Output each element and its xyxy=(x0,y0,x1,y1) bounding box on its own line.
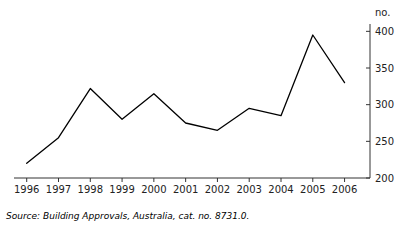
y-tick-label: 250 xyxy=(375,136,394,147)
x-tick-label: 2001 xyxy=(173,184,198,195)
x-tick-label: 1997 xyxy=(46,184,71,195)
y-tick xyxy=(366,178,370,179)
line xyxy=(27,35,345,163)
y-tick xyxy=(366,31,370,32)
annotations: Source: Building Approvals, Australia, c… xyxy=(6,211,249,221)
x-tick-label: 1996 xyxy=(14,184,39,195)
chart-container: 1996 1997 1998 1999 2000 2001 2002 2003 2004 2005… xyxy=(0,0,416,227)
x-tick-label: 2000 xyxy=(141,184,166,195)
y-tick xyxy=(366,141,370,142)
x-tick xyxy=(58,178,59,182)
x-tick xyxy=(122,178,123,182)
y-axis-line xyxy=(370,24,371,178)
y-tick xyxy=(366,68,370,69)
y-tick-label: 400 xyxy=(375,26,394,37)
x-tick xyxy=(185,178,186,182)
x-tick xyxy=(153,178,154,182)
x-tick-label: 2004 xyxy=(268,184,293,195)
chart-svg: 1996 1997 1998 1999 2000 2001 2002 2003 2004 2005… xyxy=(0,0,416,227)
page: {"chart_data": {"type": "line", "x": [19… xyxy=(0,0,416,227)
x-axis-line xyxy=(14,178,370,179)
x-tick xyxy=(344,178,345,182)
x-tick-label: 1998 xyxy=(78,184,103,195)
x-tick xyxy=(249,178,250,182)
x-ticks: 1996 1997 1998 1999 2000 2001 2002 2003 2004 2005… xyxy=(14,178,357,195)
x-tick-label: 1999 xyxy=(109,184,134,195)
y-tick-label: 200 xyxy=(375,173,394,184)
x-tick xyxy=(90,178,91,182)
y-tick-label: 350 xyxy=(375,63,394,74)
series xyxy=(27,35,345,163)
x-tick-label: 2006 xyxy=(332,184,357,195)
source-note: Source: Building Approvals, Australia, c… xyxy=(6,211,249,221)
x-tick-label: 2005 xyxy=(300,184,325,195)
x-tick xyxy=(312,178,313,182)
x-tick-label: 2002 xyxy=(205,184,230,195)
x-tick xyxy=(26,178,27,182)
axes: 1996 1997 1998 1999 2000 2001 2002 2003 2004 2005… xyxy=(14,24,394,195)
y-ticks: 200 250 300 350 400 xyxy=(366,26,394,184)
y-tick-label: 300 xyxy=(375,99,394,110)
x-tick xyxy=(217,178,218,182)
y-tick xyxy=(366,104,370,105)
x-tick xyxy=(281,178,282,182)
x-tick-label: 2003 xyxy=(236,184,261,195)
y-axis-label: no. xyxy=(375,7,390,18)
